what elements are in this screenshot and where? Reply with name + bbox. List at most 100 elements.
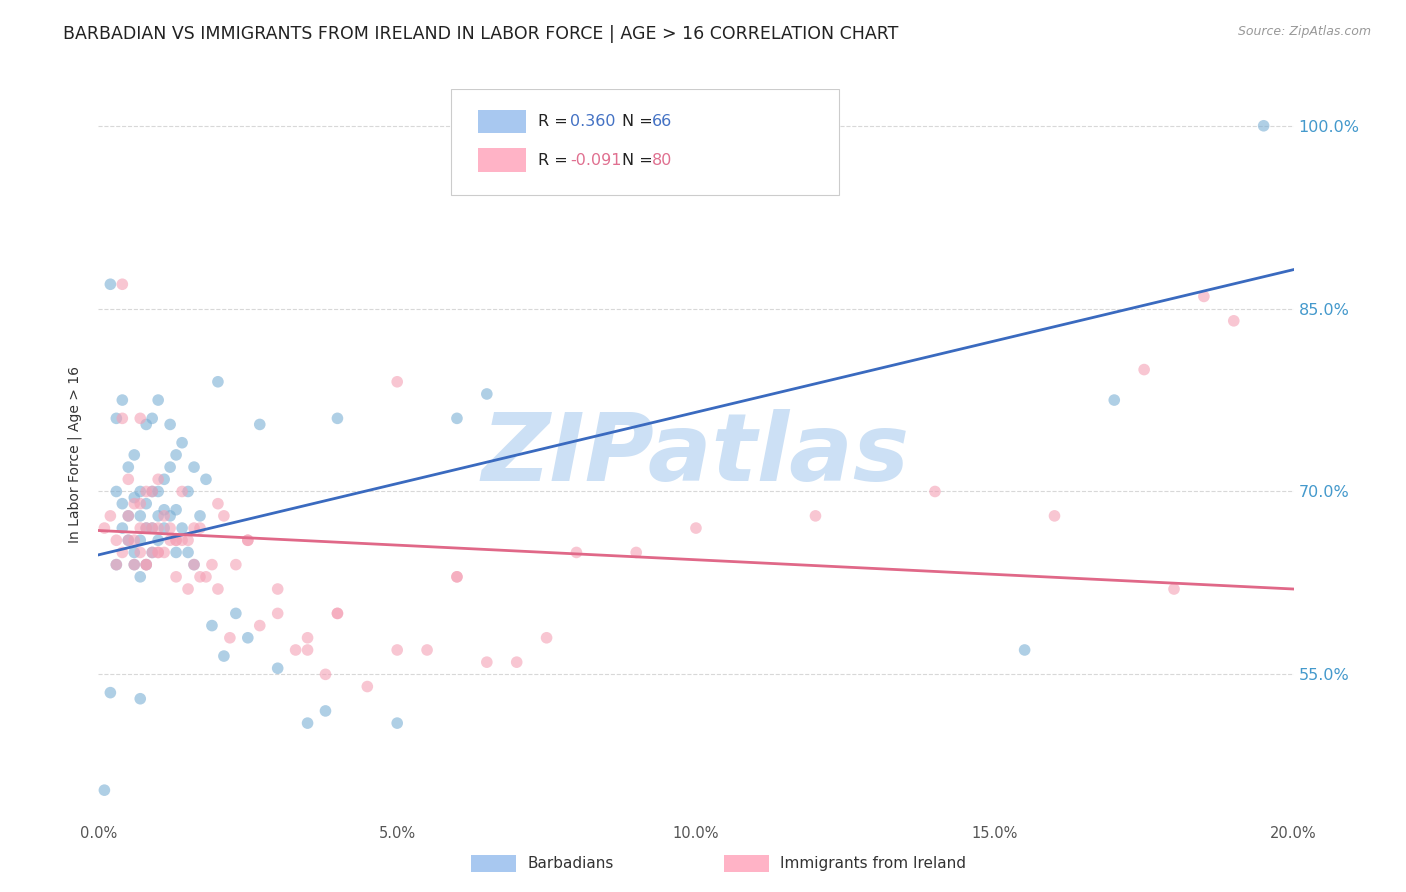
- Point: [135, 484, 157, 499]
- Point: [225, 558, 247, 572]
- Point: [225, 607, 247, 621]
- Point: [165, 533, 187, 548]
- Point: [98, 508, 122, 523]
- Point: [135, 521, 157, 535]
- Point: [183, 558, 205, 572]
- Point: [536, 631, 558, 645]
- Point: [129, 533, 152, 548]
- Point: [117, 472, 139, 486]
- Point: [148, 472, 170, 486]
- Point: [195, 472, 218, 486]
- Point: [159, 460, 181, 475]
- Point: [159, 533, 181, 548]
- Point: [148, 545, 170, 559]
- Point: [177, 533, 200, 548]
- Point: [135, 558, 157, 572]
- Point: [212, 649, 235, 664]
- Point: [183, 460, 205, 475]
- Point: [98, 686, 122, 700]
- Point: [236, 631, 259, 645]
- Text: R =: R =: [538, 153, 574, 168]
- Text: 66: 66: [652, 114, 672, 128]
- Point: [315, 667, 337, 681]
- Point: [165, 448, 187, 462]
- Point: [177, 582, 200, 596]
- Point: [207, 582, 229, 596]
- Text: N =: N =: [621, 153, 658, 168]
- Point: [188, 570, 211, 584]
- Point: [129, 521, 152, 535]
- Point: [117, 508, 139, 523]
- Point: [93, 783, 115, 797]
- Point: [326, 607, 349, 621]
- Point: [188, 521, 211, 535]
- Point: [105, 558, 128, 572]
- Text: 0.360: 0.360: [571, 114, 616, 128]
- Point: [124, 545, 146, 559]
- Point: [141, 545, 163, 559]
- Point: [565, 545, 588, 559]
- Point: [93, 521, 115, 535]
- Point: [135, 521, 157, 535]
- Point: [506, 655, 529, 669]
- Point: [183, 558, 205, 572]
- Point: [148, 484, 170, 499]
- Point: [148, 508, 170, 523]
- Point: [148, 393, 170, 408]
- Point: [153, 521, 176, 535]
- Point: [172, 521, 194, 535]
- Y-axis label: In Labor Force | Age > 16: In Labor Force | Age > 16: [67, 367, 83, 543]
- Point: [267, 582, 290, 596]
- Point: [159, 508, 181, 523]
- Point: [111, 521, 134, 535]
- Point: [685, 521, 707, 535]
- Point: [105, 558, 128, 572]
- Point: [446, 570, 468, 584]
- Point: [141, 521, 163, 535]
- Point: [172, 435, 194, 450]
- Point: [165, 570, 187, 584]
- Point: [165, 503, 187, 517]
- Point: [1104, 393, 1126, 408]
- Point: [297, 631, 319, 645]
- Point: [124, 558, 146, 572]
- Point: [153, 503, 176, 517]
- Point: [219, 631, 242, 645]
- Point: [129, 508, 152, 523]
- Point: [165, 533, 187, 548]
- Point: [111, 545, 134, 559]
- Point: [804, 508, 827, 523]
- Point: [141, 484, 163, 499]
- Point: [124, 558, 146, 572]
- Point: [117, 533, 139, 548]
- Point: [267, 607, 290, 621]
- Point: [1253, 119, 1275, 133]
- Point: [117, 508, 139, 523]
- Point: [385, 643, 409, 657]
- Point: [475, 655, 498, 669]
- Point: [135, 497, 157, 511]
- Point: [117, 460, 139, 475]
- Point: [129, 570, 152, 584]
- Point: [236, 533, 259, 548]
- Point: [129, 411, 152, 425]
- Point: [124, 533, 146, 548]
- Point: [153, 545, 176, 559]
- Point: [236, 533, 259, 548]
- Point: [124, 497, 146, 511]
- Point: [111, 277, 134, 292]
- Point: [385, 375, 409, 389]
- Point: [326, 411, 349, 425]
- Text: N =: N =: [621, 114, 658, 128]
- Text: ZIPatlas: ZIPatlas: [482, 409, 910, 501]
- Point: [129, 484, 152, 499]
- Bar: [478, 110, 526, 133]
- Text: R =: R =: [538, 114, 574, 128]
- Text: BARBADIAN VS IMMIGRANTS FROM IRELAND IN LABOR FORCE | AGE > 16 CORRELATION CHART: BARBADIAN VS IMMIGRANTS FROM IRELAND IN …: [63, 25, 898, 43]
- Point: [924, 484, 946, 499]
- Point: [201, 558, 224, 572]
- Bar: [478, 148, 526, 172]
- FancyBboxPatch shape: [451, 89, 839, 195]
- Point: [177, 484, 200, 499]
- Point: [1223, 314, 1246, 328]
